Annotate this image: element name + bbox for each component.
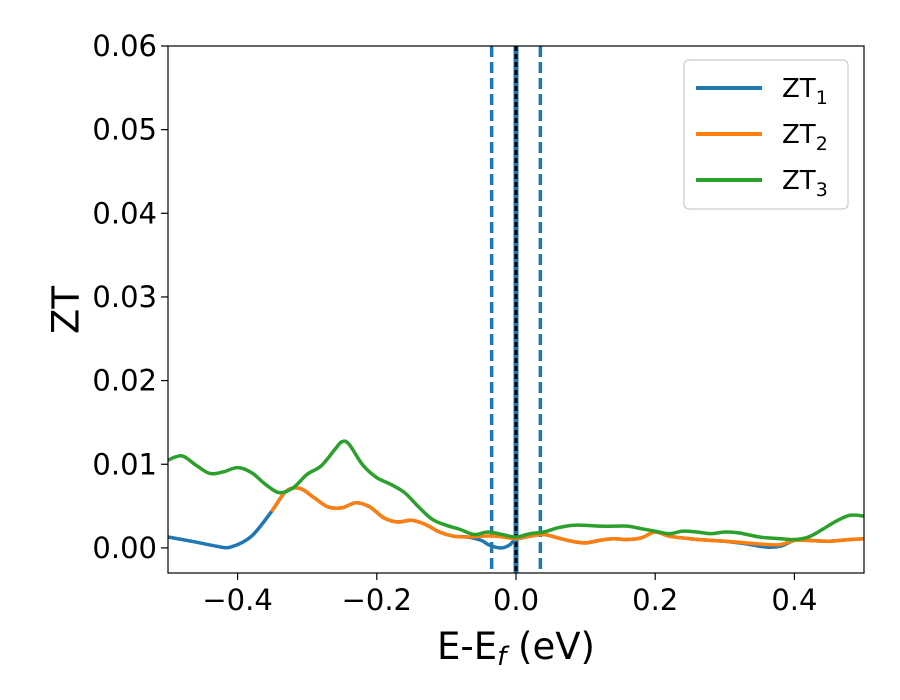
series-line-zt3 — [168, 439, 864, 542]
y-tick-label: 0.06 — [92, 29, 157, 63]
x-tick-label: −0.4 — [202, 583, 272, 617]
series-lines — [168, 439, 864, 550]
reference-lines — [489, 46, 543, 573]
y-tick-label: 0.01 — [92, 447, 157, 481]
x-tick-label: 0.2 — [632, 583, 678, 617]
legend: ZT1 ZT2 ZT3 — [683, 59, 849, 210]
x-axis-ticks: −0.4 −0.2 0.0 0.2 0.4 — [202, 573, 817, 617]
y-axis-label: ZT — [45, 286, 88, 334]
x-tick-label: 0.4 — [771, 583, 817, 617]
legend-label-zt3: ZT3 — [782, 166, 828, 201]
legend-label-zt2: ZT2 — [782, 120, 828, 155]
y-axis-ticks: 0.00 0.01 0.02 0.03 0.04 0.05 0.06 — [92, 29, 168, 565]
x-tick-label: −0.2 — [342, 583, 412, 617]
x-tick-label: 0.0 — [493, 583, 539, 617]
x-axis-label: E-Ef (eV) — [437, 625, 595, 672]
y-tick-label: 0.04 — [92, 196, 157, 230]
legend-box — [683, 59, 849, 210]
y-tick-label: 0.03 — [92, 280, 157, 314]
y-tick-label: 0.02 — [92, 364, 157, 398]
y-tick-label: 0.00 — [92, 531, 157, 565]
legend-label-zt1: ZT1 — [782, 74, 828, 109]
series-line-zt2 — [270, 486, 864, 547]
y-tick-label: 0.05 — [92, 113, 157, 147]
